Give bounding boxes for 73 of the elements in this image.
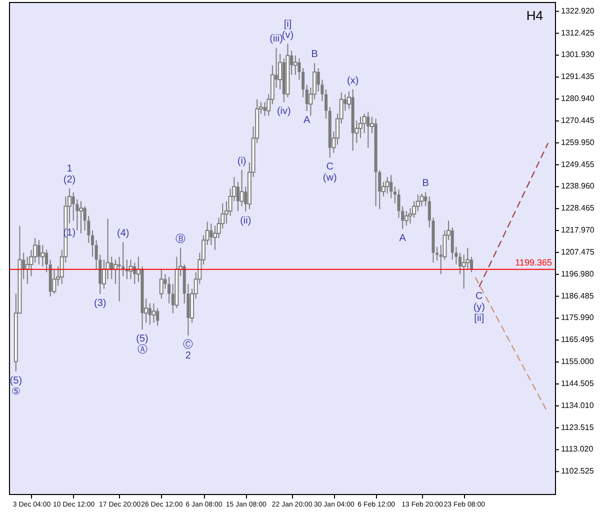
annotation: Ⓑ	[176, 232, 186, 245]
annotation: (i)	[237, 156, 246, 167]
y-tick-label: 1312.425	[561, 28, 595, 38]
annotation: C	[326, 162, 334, 173]
candlestick	[305, 84, 308, 112]
candlestick	[324, 89, 328, 120]
annotation: A	[399, 232, 406, 244]
candlestick	[293, 54, 298, 76]
y-tick-label: 1175.990	[561, 313, 594, 322]
annotation: (v)	[282, 30, 294, 41]
candlestick	[358, 116, 362, 139]
y-tick-label: 1238.960	[561, 182, 595, 191]
candlestick	[458, 252, 462, 275]
annotation: (ii)	[240, 215, 252, 226]
candlestick	[390, 174, 393, 199]
candlestick	[90, 230, 94, 258]
annotation: A	[304, 115, 311, 126]
candlestick	[79, 200, 83, 234]
candlestick	[450, 227, 454, 260]
y-tick-label: 1123.515	[561, 422, 594, 432]
candlestick	[366, 111, 370, 148]
annotation: (5)	[10, 375, 22, 386]
y-tick-label: 1322.920	[561, 6, 595, 16]
y-tick-label: 1301.930	[561, 50, 595, 60]
candlestick	[168, 276, 171, 304]
annotation: [i]	[284, 18, 292, 30]
text: H4	[526, 8, 543, 23]
annotation: (w)	[322, 172, 337, 184]
y-tick-label: 1291.435	[561, 72, 595, 82]
y-tick-label: 1259.950	[561, 138, 595, 147]
annotation: (iii)	[270, 34, 283, 45]
y-tick-label: 1165.495	[561, 335, 594, 344]
annotation: Ⓐ	[137, 344, 148, 356]
annotation: C	[476, 290, 483, 302]
annotation: B	[422, 178, 430, 190]
y-tick-label: 1196.980	[561, 269, 594, 278]
annotation: [ii]	[474, 312, 484, 324]
annotation: B	[311, 49, 318, 60]
ref-line-label: 1199.365	[515, 257, 552, 268]
y-tick-label: 1217.970	[561, 226, 595, 235]
annotation: ⑤	[11, 386, 20, 398]
candlestick	[302, 68, 305, 98]
y-tick-label: 1144.505	[561, 378, 594, 388]
y-tick-label: 1249.455	[561, 160, 595, 169]
candlestick	[420, 192, 424, 207]
annotation: 1	[66, 163, 73, 174]
candlestick	[37, 240, 40, 265]
candlestick	[148, 302, 152, 326]
y-tick-label: 1102.525	[561, 466, 594, 476]
candlestick	[152, 302, 156, 324]
y-tick-label: 1155.000	[561, 357, 594, 366]
annotation: (4)	[116, 228, 130, 240]
y-tick-label: 1113.020	[561, 444, 594, 454]
annotation: (iv)	[276, 106, 291, 118]
candlestick	[263, 102, 266, 116]
candlestick	[298, 58, 301, 80]
y-tick-label: 1280.940	[561, 94, 595, 104]
annotation: Ⓒ	[183, 338, 194, 350]
y-tick-label: 1207.475	[561, 247, 595, 256]
annotation: (x)	[346, 75, 359, 86]
candlestick	[210, 223, 213, 246]
annotation: (5)	[136, 334, 148, 345]
y-tick-label: 1228.465	[561, 204, 595, 213]
candlestick	[393, 186, 396, 204]
y-tick-label: 1134.010	[561, 400, 594, 410]
candlestick	[159, 268, 164, 300]
annotation: (y)	[473, 302, 486, 313]
annotation: 2	[185, 350, 192, 362]
annotation: (2)	[63, 174, 76, 186]
y-tick-label: 1270.445	[561, 116, 595, 125]
y-tick-label: 1186.485	[561, 291, 594, 300]
candlestick	[110, 256, 114, 280]
annotation: (3)	[94, 298, 106, 309]
